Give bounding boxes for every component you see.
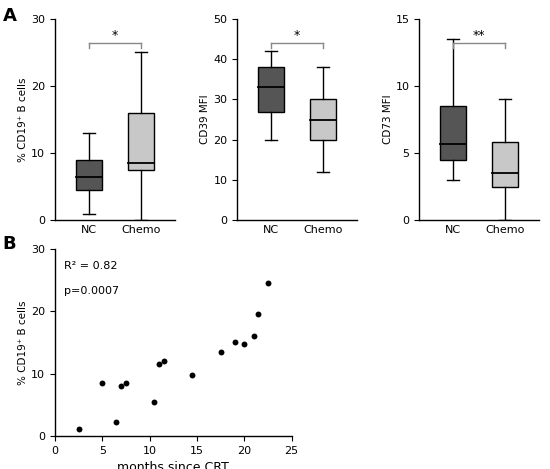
Point (155, 361, 163, 368)
X-axis label: months since CRT: months since CRT (117, 461, 229, 469)
Point (98, 379, 107, 387)
Point (117, 382, 125, 390)
Bar (492, 143, 518, 187)
Bar (258, 67, 284, 112)
Text: p=0.0007: p=0.0007 (64, 286, 119, 296)
Point (122, 379, 130, 387)
Point (240, 340, 249, 348)
Text: *: * (294, 29, 300, 42)
Point (150, 398, 159, 406)
Bar (310, 99, 336, 140)
Text: **: ** (473, 29, 485, 42)
Point (160, 357, 168, 365)
Point (112, 419, 121, 426)
Bar (440, 106, 466, 160)
Text: *: * (112, 29, 118, 42)
Y-axis label: % CD19⁺ B cells: % CD19⁺ B cells (18, 77, 29, 162)
Point (216, 348, 225, 356)
Y-axis label: CD73 MFI: CD73 MFI (383, 95, 393, 144)
Point (230, 339, 239, 346)
Y-axis label: CD39 MFI: CD39 MFI (200, 95, 211, 144)
Point (249, 333, 258, 340)
Text: R² = 0.82: R² = 0.82 (64, 261, 118, 271)
Text: B: B (3, 234, 16, 252)
Point (254, 310, 263, 318)
Bar (76, 160, 102, 190)
Text: A: A (3, 7, 16, 25)
Bar (128, 113, 154, 170)
Point (188, 371, 196, 378)
Point (263, 279, 272, 287)
Y-axis label: % CD19⁺ B cells: % CD19⁺ B cells (18, 300, 29, 385)
Point (74, 425, 83, 432)
